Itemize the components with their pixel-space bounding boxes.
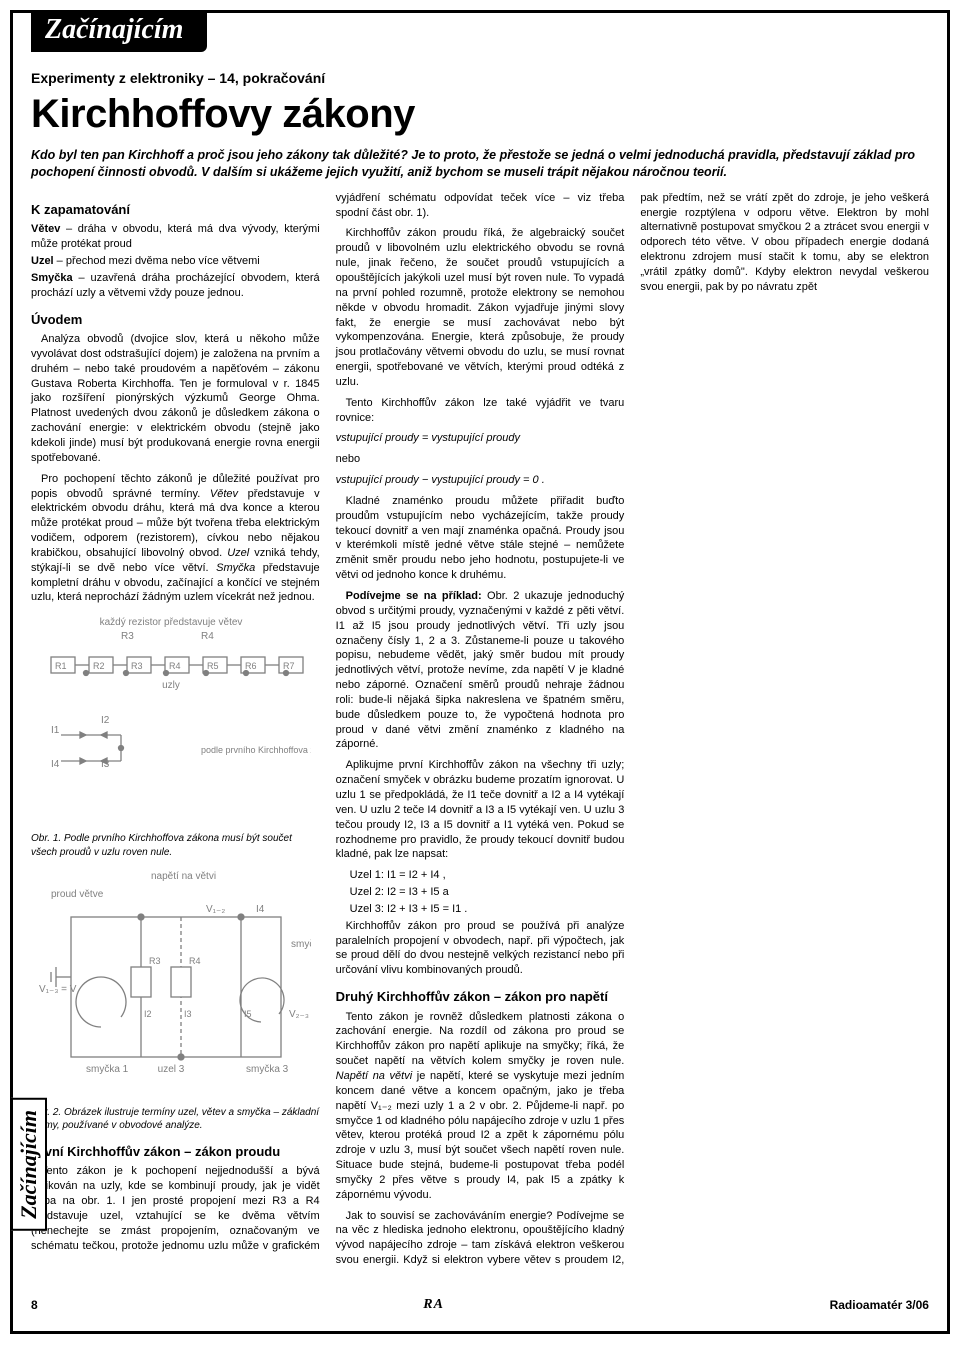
svg-text:R3: R3	[149, 956, 161, 966]
main-title: Kirchhoffovy zákony	[31, 92, 929, 137]
svg-text:I1: I1	[51, 725, 60, 736]
figure-1: každý rezistor představuje větev R3 R4 R…	[31, 613, 320, 859]
para: nebo	[336, 452, 625, 467]
para: Kladné znaménko proudu můžete přiřadit b…	[336, 494, 625, 583]
svg-text:I3: I3	[184, 1009, 192, 1019]
svg-text:každý rezistor představuje vět: každý rezistor představuje větev	[100, 617, 243, 628]
page-number: 8	[31, 1298, 38, 1312]
svg-text:I5: I5	[244, 1009, 252, 1019]
issue-label: Radioamatér 3/06	[830, 1298, 929, 1312]
para: Pro pochopení těchto zákonů je důležité …	[31, 472, 320, 606]
eq-block: Uzel 1: I1 = I2 + I4 , Uzel 2: I2 = I3 +…	[336, 868, 625, 917]
svg-text:R6: R6	[245, 661, 257, 671]
svg-text:R7: R7	[283, 661, 295, 671]
svg-text:R3: R3	[131, 661, 143, 671]
svg-text:R5: R5	[207, 661, 219, 671]
equation: vstupující proudy − vystupující proudy =…	[336, 473, 625, 488]
svg-text:smyčka 1: smyčka 1	[86, 1064, 129, 1075]
section-tab: Začínajícím	[31, 10, 207, 52]
article-body: K zapamatování Větev – dráha v obvodu, k…	[31, 191, 929, 1281]
heading-druhy: Druhý Kirchhoffův zákon – zákon pro napě…	[336, 988, 625, 1006]
svg-text:smyčka 2: smyčka 2	[291, 939, 311, 950]
kicker: Experimenty z elektroniky – 14, pokračov…	[31, 70, 929, 86]
para: Aplikujme první Kirchhoffův zákon na vše…	[336, 758, 625, 862]
para: Analýza obvodů (dvojice slov, která u ně…	[31, 332, 320, 466]
svg-text:smyčka 3: smyčka 3	[246, 1064, 289, 1075]
para: Kirchhoffův zákon pro proud se používá p…	[336, 919, 625, 978]
heading-prvni: První Kirchhoffův zákon – zákon proudu	[31, 1143, 320, 1161]
svg-text:podle prvního Kirchhoffova zák: podle prvního Kirchhoffova zákona platí …	[201, 745, 311, 755]
svg-text:R3: R3	[121, 631, 134, 642]
figure-2: napětí na větvi proud větve V₁₋₂ I4 smyč…	[31, 867, 320, 1133]
equation: vstupující proudy = vystupující proudy	[336, 431, 625, 446]
svg-text:V₁₋₃ = V: V₁₋₃ = V	[39, 984, 77, 995]
svg-text:R4: R4	[169, 661, 181, 671]
fig1-caption: Obr. 1. Podle prvního Kirchhoffova zákon…	[31, 832, 320, 859]
fig2-caption: Obr. 2. Obrázek ilustruje termíny uzel, …	[31, 1106, 320, 1133]
para: Podívejme se na příklad: Obr. 2 ukazuje …	[336, 589, 625, 752]
lede: Kdo byl ten pan Kirchhoff a proč jsou je…	[31, 147, 929, 181]
svg-text:I2: I2	[144, 1009, 152, 1019]
para: Kirchhoffův zákon proudu říká, že algebr…	[336, 226, 625, 389]
footer-logo: RA	[423, 1297, 444, 1313]
terms-heading: K zapamatování	[31, 201, 320, 219]
svg-text:V₁₋₂: V₁₋₂	[206, 904, 225, 915]
svg-text:napětí na větvi: napětí na větvi	[151, 871, 216, 882]
svg-text:R2: R2	[93, 661, 105, 671]
term-block: Větev – dráha v obvodu, která má dva výv…	[31, 222, 320, 300]
para: Tento zákon je rovněž důsledkem platnost…	[336, 1010, 625, 1203]
svg-text:uzly: uzly	[162, 680, 180, 691]
svg-text:proud větve: proud větve	[51, 889, 104, 900]
svg-text:R4: R4	[201, 631, 214, 642]
footer: 8 RA Radioamatér 3/06	[31, 1293, 929, 1313]
para: Tento Kirchhoffův zákon lze také vyjádři…	[336, 396, 625, 426]
svg-text:R4: R4	[189, 956, 201, 966]
side-tab: Začínajícím	[11, 1098, 47, 1231]
svg-text:I4: I4	[51, 759, 60, 770]
heading-uvodem: Úvodem	[31, 311, 320, 329]
svg-text:I2: I2	[101, 715, 110, 726]
svg-text:V₂₋₃: V₂₋₃	[289, 1009, 309, 1020]
svg-text:R1: R1	[55, 661, 67, 671]
svg-text:I4: I4	[256, 904, 265, 915]
svg-text:uzel 3: uzel 3	[158, 1064, 185, 1075]
